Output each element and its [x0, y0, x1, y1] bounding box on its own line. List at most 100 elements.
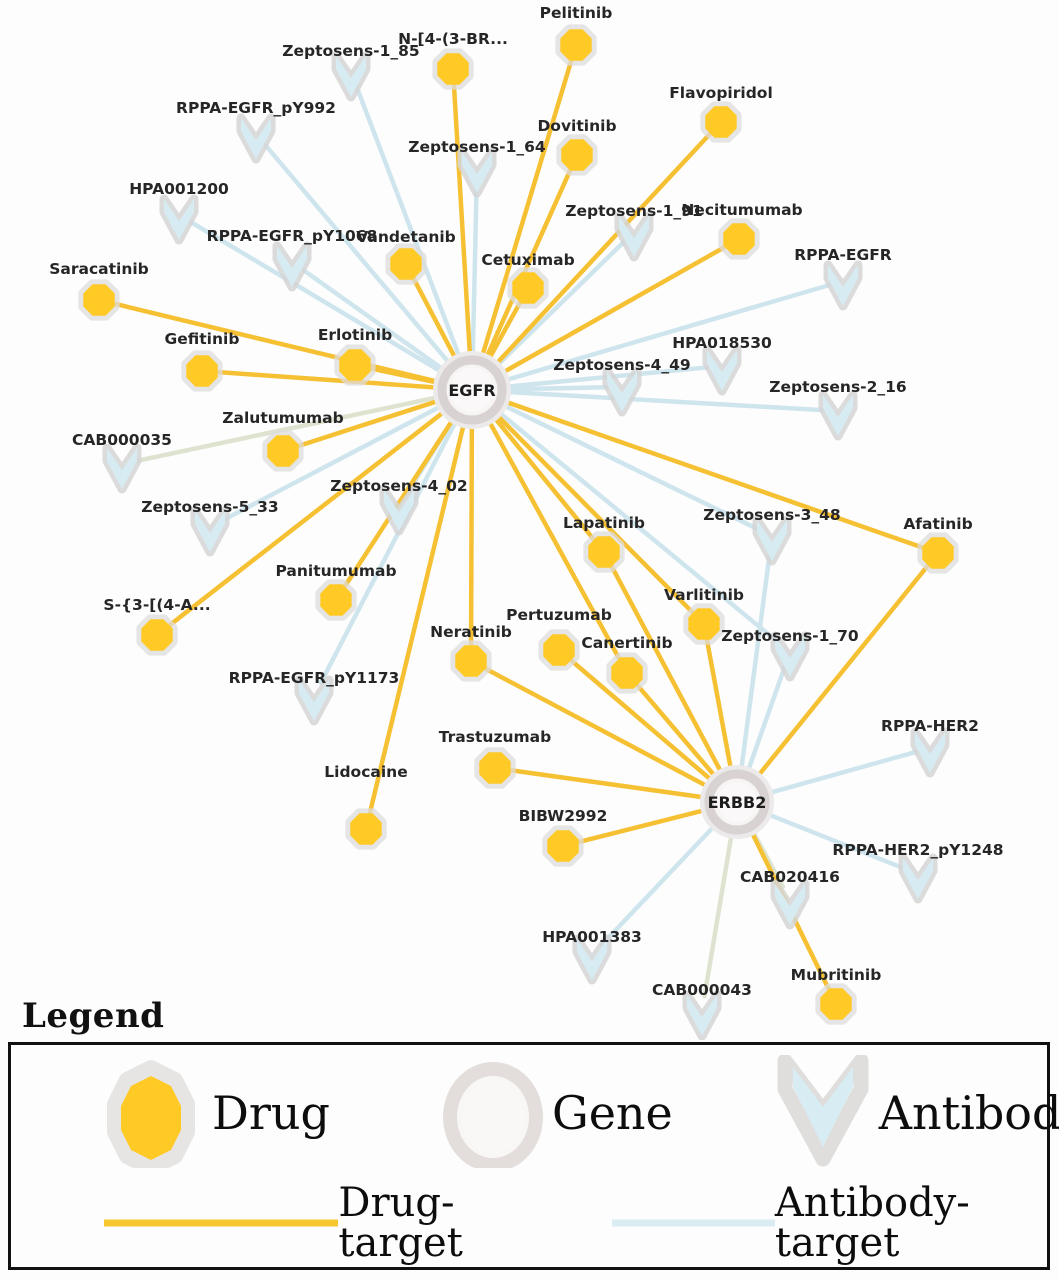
edge[interactable]	[367, 365, 438, 385]
antibody-node[interactable]	[898, 853, 938, 904]
edge[interactable]	[505, 400, 927, 551]
node-label: BIBW2992	[519, 807, 608, 825]
edge[interactable]	[470, 180, 479, 355]
antibody-node[interactable]	[752, 515, 792, 566]
edge[interactable]	[488, 298, 524, 359]
edge[interactable]	[502, 244, 729, 374]
drug-node[interactable]	[542, 825, 584, 867]
antibody-node[interactable]	[457, 147, 497, 198]
antibody-node[interactable]	[910, 727, 950, 778]
antibody-node[interactable]	[159, 194, 199, 245]
edge[interactable]	[704, 636, 733, 769]
antibody-node[interactable]	[823, 260, 863, 311]
drug-node[interactable]	[315, 579, 357, 621]
edge[interactable]	[575, 808, 705, 845]
edge[interactable]	[507, 767, 704, 800]
edge[interactable]	[488, 421, 623, 663]
antibody-node[interactable]	[190, 506, 230, 557]
edge[interactable]	[499, 411, 781, 645]
gene-node[interactable]	[433, 351, 511, 429]
antibody-node[interactable]	[702, 345, 742, 396]
drug-node[interactable]	[815, 983, 857, 1025]
edge[interactable]	[482, 665, 708, 788]
legend-label-antibody: Antibody	[878, 1086, 1059, 1140]
edge[interactable]	[608, 562, 723, 773]
network-canvas[interactable]: Zeptosens-1_85 RPPA-EGFR_pY992 HPA001200 RP…	[0, 0, 1059, 1040]
edge[interactable]	[134, 395, 438, 464]
drug-node[interactable]	[718, 218, 760, 260]
edge[interactable]	[768, 813, 907, 871]
edge[interactable]	[295, 399, 439, 449]
edge[interactable]	[166, 411, 445, 629]
antibody-node[interactable]	[331, 51, 371, 102]
drug-node[interactable]	[181, 350, 223, 392]
edge[interactable]	[189, 220, 442, 373]
node-label: CAB000043	[652, 981, 752, 999]
edge[interactable]	[410, 275, 457, 359]
edge[interactable]	[221, 405, 441, 523]
edge[interactable]	[493, 417, 597, 543]
edge[interactable]	[485, 166, 574, 358]
edge[interactable]	[702, 835, 734, 999]
drug-node[interactable]	[385, 243, 427, 285]
drug-node[interactable]	[555, 24, 597, 66]
antibody-node[interactable]	[602, 366, 642, 417]
edge[interactable]	[506, 282, 831, 382]
drug-node[interactable]	[583, 531, 625, 573]
edge[interactable]	[367, 424, 466, 817]
antibody-node[interactable]	[770, 879, 810, 930]
edge[interactable]	[507, 385, 610, 392]
edge[interactable]	[634, 682, 716, 777]
drug-node[interactable]	[345, 808, 387, 850]
drug-node[interactable]	[917, 532, 959, 574]
edges-layer	[111, 57, 931, 999]
edge[interactable]	[301, 268, 444, 371]
edge[interactable]	[746, 663, 788, 771]
gene-label: ERBB2	[708, 793, 767, 812]
antibody-node[interactable]	[614, 211, 654, 262]
edge[interactable]	[600, 825, 715, 947]
drug-node[interactable]	[556, 134, 598, 176]
edge[interactable]	[496, 414, 696, 616]
edge[interactable]	[769, 749, 918, 795]
edge[interactable]	[480, 57, 574, 356]
drug-node[interactable]	[700, 101, 742, 143]
edge[interactable]	[568, 657, 712, 781]
edge[interactable]	[111, 301, 438, 384]
drug-node[interactable]	[474, 747, 516, 789]
drug-node[interactable]	[432, 48, 474, 90]
drug-node[interactable]	[262, 430, 304, 472]
edge[interactable]	[739, 548, 773, 769]
legend-label-drug-target: Drug-target	[338, 1180, 463, 1266]
drug-node[interactable]	[538, 629, 580, 671]
drug-node[interactable]	[334, 344, 376, 386]
antibody-node[interactable]	[770, 631, 810, 682]
drug-node[interactable]	[606, 652, 648, 694]
drug-node[interactable]	[507, 267, 549, 309]
drug-node[interactable]	[78, 279, 120, 321]
antibody-node[interactable]	[294, 675, 334, 726]
antibody-node[interactable]	[682, 990, 722, 1040]
edge[interactable]	[263, 143, 450, 364]
edge[interactable]	[354, 83, 461, 357]
edge[interactable]	[451, 81, 473, 355]
legend-item-gene: Gene	[438, 1058, 673, 1168]
drug-node[interactable]	[136, 614, 178, 656]
antibody-node[interactable]	[102, 443, 142, 494]
drug-node[interactable]	[450, 640, 492, 682]
edge[interactable]	[507, 389, 826, 413]
edge[interactable]	[757, 562, 931, 777]
antibody-node[interactable]	[818, 390, 858, 441]
edge[interactable]	[214, 369, 437, 390]
antibody-node[interactable]	[236, 113, 276, 164]
antibody-node[interactable]	[272, 241, 312, 292]
edge[interactable]	[468, 425, 475, 649]
gene-node[interactable]	[700, 765, 774, 839]
edge[interactable]	[318, 421, 457, 685]
drug-node[interactable]	[683, 603, 725, 645]
edge[interactable]	[495, 130, 714, 365]
edge[interactable]	[503, 404, 761, 532]
antibody-node[interactable]	[572, 934, 612, 985]
edge[interactable]	[496, 240, 626, 366]
antibody-node[interactable]	[379, 485, 419, 536]
